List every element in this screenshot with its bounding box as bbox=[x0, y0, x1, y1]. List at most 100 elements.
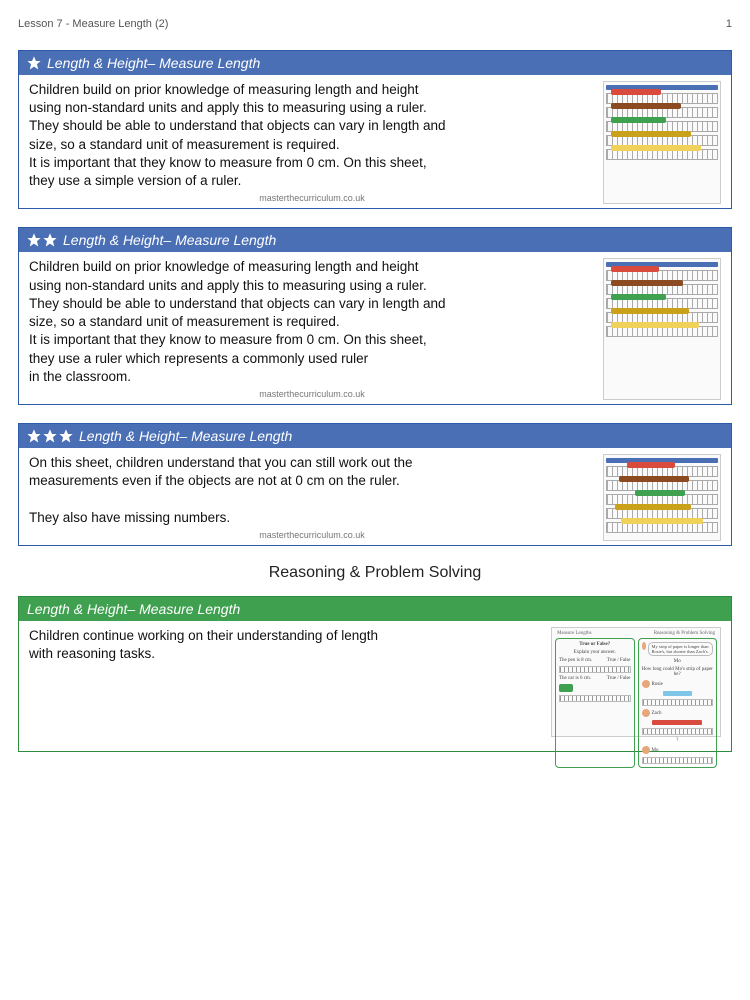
card-header: Length & Height– Measure Length bbox=[19, 424, 731, 448]
star-icon bbox=[43, 429, 57, 443]
card-line: size, so a standard unit of measurement … bbox=[29, 313, 595, 331]
thumb-object bbox=[611, 117, 666, 123]
star-rating bbox=[27, 429, 73, 443]
card-header: Length & Height– Measure Length bbox=[19, 51, 731, 75]
tf-sub: Explain your answer. bbox=[574, 650, 616, 655]
star-icon bbox=[27, 429, 41, 443]
card-line: They also have missing numbers. bbox=[29, 509, 595, 527]
watermark: masterthecurriculum.co.uk bbox=[29, 388, 595, 400]
card-line: measurements even if the objects are not… bbox=[29, 472, 595, 490]
tf-answer: True / False bbox=[607, 658, 631, 663]
reasoning-thumbnail: Measure Lengths Reasoning & Problem Solv… bbox=[551, 627, 721, 737]
thumb-ruler bbox=[606, 326, 718, 337]
worksheet-thumbnail bbox=[603, 81, 721, 204]
question-mark: ? bbox=[676, 738, 678, 743]
mini-ruler bbox=[559, 695, 631, 702]
card-title: Length & Height– Measure Length bbox=[27, 601, 240, 617]
thumb-ruler bbox=[606, 149, 718, 160]
reasoning-card: Length & Height– Measure Length Children… bbox=[18, 596, 732, 752]
lesson-title: Lesson 7 - Measure Length (2) bbox=[18, 18, 168, 30]
card-line: Children build on prior knowledge of mea… bbox=[29, 81, 595, 99]
card-line: Children continue working on their under… bbox=[29, 627, 543, 645]
card-line: It is important that they know to measur… bbox=[29, 154, 595, 172]
star-icon bbox=[43, 233, 57, 247]
face-icon bbox=[642, 680, 650, 688]
star-icon bbox=[27, 56, 41, 70]
card-line: They should be able to understand that o… bbox=[29, 117, 595, 135]
difficulty-card-3: Length & Height– Measure Length On this … bbox=[18, 423, 732, 546]
rp-name: Mo bbox=[674, 659, 681, 664]
card-text: Children build on prior knowledge of mea… bbox=[29, 81, 595, 204]
card-header: Length & Height– Measure Length bbox=[19, 597, 731, 621]
section-heading: Reasoning & Problem Solving bbox=[18, 564, 732, 582]
card-line: size, so a standard unit of measurement … bbox=[29, 136, 595, 154]
card-line: using non-standard units and apply this … bbox=[29, 99, 595, 117]
rp-name: Mo bbox=[652, 748, 659, 753]
paper-strip bbox=[652, 720, 702, 725]
speech-bubble: My strip of paper is longer than Rosie's… bbox=[648, 642, 714, 656]
card-text: On this sheet, children understand that … bbox=[29, 454, 595, 541]
mini-ruler bbox=[642, 728, 714, 735]
mini-ruler bbox=[642, 699, 714, 706]
card-line bbox=[29, 491, 595, 509]
card-title: Length & Height– Measure Length bbox=[79, 428, 292, 444]
card-line: On this sheet, children understand that … bbox=[29, 454, 595, 472]
tf-line: The car is 6 cm. bbox=[559, 676, 591, 681]
thumb-object bbox=[611, 294, 666, 300]
thumb-object bbox=[611, 89, 661, 95]
thumb-object bbox=[611, 280, 683, 286]
thumb-object bbox=[621, 518, 703, 524]
card-line: in the classroom. bbox=[29, 368, 595, 386]
difficulty-card-2: Length & Height– Measure Length Children… bbox=[18, 227, 732, 405]
thumb-object bbox=[611, 322, 699, 328]
thumb-ruler bbox=[606, 522, 718, 533]
card-text: Children build on prior knowledge of mea… bbox=[29, 258, 595, 400]
thumb-object bbox=[611, 145, 701, 151]
card-title: Length & Height– Measure Length bbox=[47, 55, 260, 71]
star-rating bbox=[27, 56, 41, 70]
rp-name: Zach bbox=[652, 711, 662, 716]
thumb-object bbox=[635, 490, 685, 496]
watermark: masterthecurriculum.co.uk bbox=[29, 529, 595, 541]
card-header: Length & Height– Measure Length bbox=[19, 228, 731, 252]
paper-strip bbox=[663, 691, 692, 696]
thumb-left-col: True or False? Explain your answer. The … bbox=[555, 638, 635, 768]
worksheet-thumbnail bbox=[603, 454, 721, 541]
thumb-object bbox=[611, 266, 659, 272]
tf-line: The pen is 8 cm. bbox=[559, 658, 592, 663]
star-rating bbox=[27, 233, 57, 247]
mini-ruler bbox=[559, 666, 631, 673]
thumb-object bbox=[619, 476, 689, 482]
car-icon bbox=[559, 684, 573, 692]
star-icon bbox=[27, 233, 41, 247]
worksheet-thumbnail bbox=[603, 258, 721, 400]
star-icon bbox=[59, 429, 73, 443]
tf-answer: True / False bbox=[607, 676, 631, 681]
thumb-object bbox=[611, 103, 681, 109]
rp-question: How long could Mo's strip of paper be? bbox=[642, 667, 714, 677]
card-line: Children build on prior knowledge of mea… bbox=[29, 258, 595, 276]
card-line: they use a ruler which represents a comm… bbox=[29, 350, 595, 368]
card-text: Children continue working on their under… bbox=[29, 627, 543, 747]
difficulty-card-1: Length & Height– Measure Length Children… bbox=[18, 50, 732, 209]
rp-name: Rosie bbox=[652, 682, 663, 687]
thumb-right-title: Reasoning & Problem Solving bbox=[654, 631, 715, 636]
thumb-right-col: My strip of paper is longer than Rosie's… bbox=[638, 638, 718, 768]
thumb-object bbox=[627, 462, 675, 468]
thumb-left-title: Measure Lengths bbox=[557, 631, 592, 636]
card-line: They should be able to understand that o… bbox=[29, 295, 595, 313]
watermark: masterthecurriculum.co.uk bbox=[29, 192, 595, 204]
card-line: using non-standard units and apply this … bbox=[29, 277, 595, 295]
card-line: It is important that they know to measur… bbox=[29, 331, 595, 349]
mini-ruler bbox=[642, 757, 714, 764]
face-icon bbox=[642, 709, 650, 717]
tf-heading: True or False? bbox=[579, 642, 610, 647]
thumb-object bbox=[611, 131, 691, 137]
card-line: with reasoning tasks. bbox=[29, 645, 543, 663]
card-line: they use a simple version of a ruler. bbox=[29, 172, 595, 190]
thumb-object bbox=[615, 504, 691, 510]
card-title: Length & Height– Measure Length bbox=[63, 232, 276, 248]
page-number: 1 bbox=[726, 18, 732, 30]
face-icon bbox=[642, 746, 650, 754]
face-icon bbox=[642, 642, 646, 650]
